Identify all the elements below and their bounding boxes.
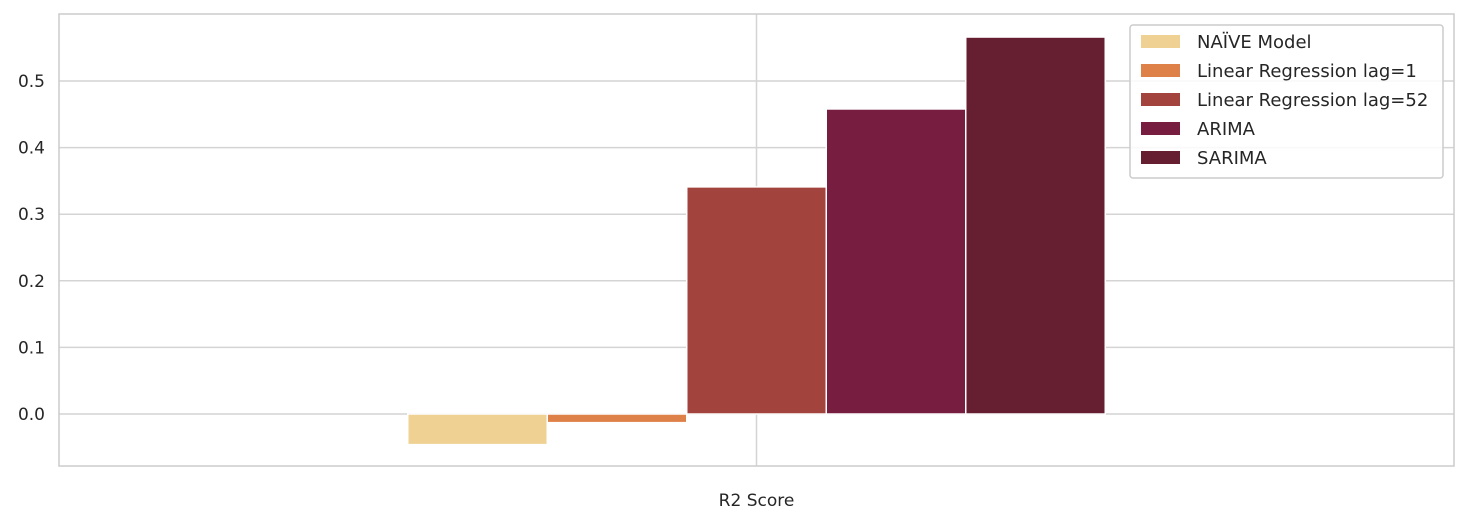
y-tick-label: 0.3 [18, 205, 45, 225]
bar-arima [825, 108, 967, 415]
plot-frame [58, 13, 1455, 467]
bar-linear-regression-lag-52 [686, 186, 827, 415]
legend: NAÏVE Model Linear Regression lag=1 Linear… [1129, 24, 1444, 179]
y-axis-ticks: 0.0 0.1 0.2 0.3 0.4 0.5 [18, 72, 45, 425]
legend-swatch [1141, 35, 1180, 48]
y-tick-label: 0.2 [18, 272, 45, 292]
x-axis-ticks: R2 Score [719, 491, 795, 511]
x-tick-label: R2 Score [719, 491, 795, 511]
legend-swatch [1141, 122, 1180, 135]
legend-label: Linear Regression lag=1 [1197, 61, 1417, 82]
bar-sarima [965, 36, 1106, 415]
legend-label: Linear Regression lag=52 [1197, 90, 1428, 111]
y-tick-label: 0.5 [18, 72, 45, 92]
legend-box [1129, 24, 1444, 179]
y-tick-label: 0.1 [18, 338, 45, 358]
legend-label: NAÏVE Model [1197, 32, 1312, 53]
bar-na-ve-model [407, 413, 548, 446]
bars [407, 36, 1106, 446]
y-tick-label: 0.0 [18, 405, 45, 425]
y-tick-label: 0.4 [18, 139, 45, 159]
legend-swatch [1141, 151, 1180, 164]
legend-label: SARIMA [1197, 148, 1267, 169]
legend-swatch [1141, 93, 1180, 106]
bar-linear-regression-lag-1 [546, 413, 688, 424]
legend-label: ARIMA [1197, 119, 1256, 140]
legend-swatch [1141, 64, 1180, 77]
